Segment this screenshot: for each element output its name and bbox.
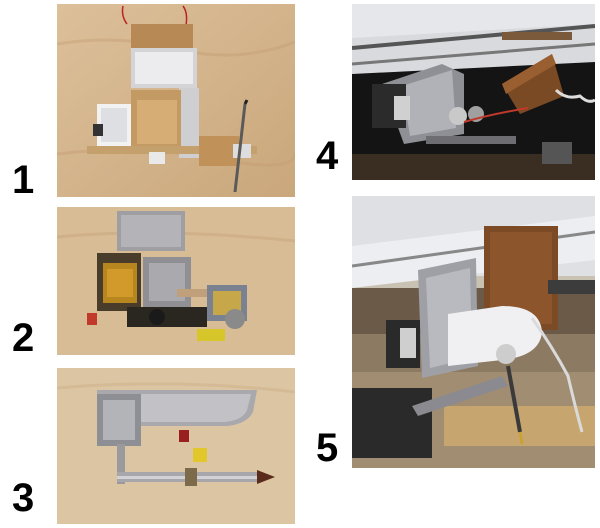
panel-number-5: 5 — [316, 426, 339, 470]
photo-3-image — [57, 368, 295, 524]
photo-5-image — [352, 196, 595, 468]
panel-number-2: 2 — [12, 316, 35, 360]
photo-3-pen-arm-assembly — [57, 368, 295, 524]
photo-4-image — [352, 4, 595, 180]
photo-4-head-on-rail — [352, 4, 595, 180]
photo-2-solenoid-mechanism — [57, 207, 295, 355]
panel-number-3: 3 — [12, 476, 35, 520]
photo-1-image — [57, 4, 295, 197]
panel-number-4: 4 — [316, 134, 339, 178]
photo-2-image — [57, 207, 295, 355]
panel-number-1: 1 — [12, 158, 35, 202]
photo-1-pen-holder-prototype — [57, 4, 295, 197]
photo-5-head-with-pen-on-rail — [352, 196, 595, 468]
